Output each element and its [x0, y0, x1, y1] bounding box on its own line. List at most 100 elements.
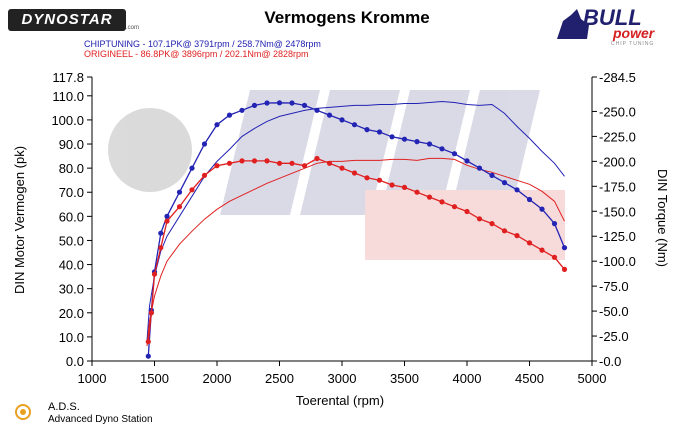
origineel-torque-line	[146, 157, 565, 347]
origineel-power-point	[489, 221, 495, 227]
origineel-power-point	[426, 194, 433, 200]
chiptuning-power-point	[158, 230, 164, 236]
origineel-power-point	[301, 163, 308, 169]
chiptuning-power-point	[326, 112, 333, 118]
origineel-power-point	[526, 240, 533, 246]
x-tick-label: 5000	[578, 371, 607, 386]
origineel-power-point	[189, 187, 195, 193]
x-tick-label: 3500	[390, 371, 419, 386]
left-axis-ticks: 117.8 110.0 100.0 90.0 80.0 70.0 60.0 50.0 40.0 3…	[51, 70, 92, 369]
series-layer	[145, 100, 568, 359]
x-tick-label: 4500	[515, 371, 544, 386]
origineel-power-point	[414, 189, 420, 195]
chiptuning-power-point	[551, 221, 558, 227]
origineel-power-point	[214, 163, 220, 169]
right-tick-label: -200.0	[599, 154, 636, 169]
chiptuning-power-point	[189, 165, 195, 171]
chiptuning-power-point	[526, 196, 533, 203]
origineel-power-point	[151, 271, 158, 277]
chiptuning-power-point	[539, 206, 545, 212]
origineel-power-point	[451, 204, 458, 210]
chiptuning-power-point	[414, 139, 420, 145]
origineel-power-point	[226, 160, 233, 166]
chart-title: Vermogens Kromme	[264, 8, 430, 27]
right-axis-label: DIN Torque (Nm)	[655, 169, 670, 267]
x-tick-label: 3000	[328, 371, 357, 386]
origineel-power-point	[201, 172, 208, 178]
origineel-power-point	[289, 160, 295, 166]
right-tick-label: -284.5	[599, 70, 636, 85]
chiptuning-power-point	[264, 100, 270, 106]
chiptuning-torque-line	[146, 100, 565, 342]
chiptuning-power-point	[226, 112, 233, 118]
origineel-power-point	[276, 160, 283, 166]
origineel-power-point	[514, 233, 520, 239]
chiptuning-power-point	[339, 117, 345, 123]
origineel-power-point	[164, 218, 170, 224]
origineel-power-point	[264, 158, 270, 164]
legend-origineel: ORIGINEEL - 86.8PK@ 3896rpm / 202.1Nm@ 2…	[84, 49, 309, 59]
chiptuning-power-point	[464, 158, 470, 164]
left-tick-label: 20.0	[59, 306, 84, 321]
x-tick-label: 2000	[203, 371, 232, 386]
chiptuning-power-point	[389, 134, 395, 140]
x-axis-ticks: 1000 1500 2000 2500 3000 3500 4000 4500 5000	[78, 361, 607, 386]
origineel-power-point	[145, 339, 151, 345]
left-tick-label: 100.0	[51, 113, 84, 128]
x-tick-label: 2500	[265, 371, 294, 386]
chiptuning-power-point	[301, 102, 308, 108]
origineel-power-point	[339, 165, 345, 171]
left-tick-label: 0.0	[66, 354, 84, 369]
left-tick-label: 110.0	[52, 89, 84, 104]
dynostar-logo: DYNOSTAR	[8, 9, 126, 31]
left-tick-label: 80.0	[59, 161, 84, 176]
origineel-power-point	[158, 245, 164, 251]
origineel-power-point	[176, 204, 183, 210]
right-tick-label: -250.0	[599, 104, 636, 119]
origineel-power-point	[251, 158, 258, 164]
bullpower-logo-sub: CHIP TUNING	[611, 41, 655, 47]
legend-chiptuning: CHIPTUNING - 107.1PK@ 3791rpm / 258.7Nm@…	[84, 39, 321, 49]
origineel-power-point	[501, 228, 508, 234]
origineel-power-point	[401, 184, 408, 190]
origineel-power-point	[239, 158, 245, 164]
chiptuning-power-point	[351, 122, 358, 128]
chiptuning-power-point	[239, 107, 245, 113]
chiptuning-power-point	[314, 107, 320, 113]
bullpower-logo: BULL power CHIP TUNING	[553, 5, 658, 47]
origineel-power-point	[539, 247, 545, 253]
right-tick-label: -25.0	[599, 329, 629, 344]
watermark	[108, 90, 565, 260]
origineel-power-point	[439, 199, 445, 205]
x-tick-label: 4000	[453, 371, 482, 386]
origineel-power-point	[464, 208, 470, 215]
origineel-power-point	[551, 254, 558, 260]
right-axis-ticks: -284.5 -250.0 -225.0 -200.0 -175.0 -150.0 -125…	[592, 70, 636, 369]
chiptuning-power-point	[476, 165, 483, 171]
ads-name: A.D.S.	[48, 401, 80, 413]
origineel-power-point	[476, 216, 483, 222]
chiptuning-power-point	[176, 189, 183, 195]
right-tick-label: -125.0	[599, 229, 636, 244]
chiptuning-power-point	[376, 129, 383, 135]
chiptuning-power-point	[364, 127, 370, 133]
x-axis-label: Toerental (rpm)	[296, 393, 384, 408]
chiptuning-power-point	[426, 141, 433, 147]
chiptuning-power-point	[201, 141, 208, 147]
origineel-power-point	[364, 175, 370, 181]
chiptuning-power-point	[276, 100, 283, 106]
left-tick-label: 40.0	[59, 258, 84, 273]
origineel-power-point	[351, 170, 358, 176]
right-tick-label: -75.0	[599, 279, 629, 294]
left-tick-label: 70.0	[59, 185, 84, 200]
chiptuning-power-point	[164, 213, 170, 219]
chiptuning-power-point	[401, 136, 408, 142]
chiptuning-power-point	[439, 146, 445, 152]
left-tick-label: 117.8	[52, 70, 84, 85]
left-tick-label: 50.0	[59, 233, 84, 248]
right-tick-label: -175.0	[599, 179, 636, 194]
x-tick-label: 1000	[78, 371, 107, 386]
origineel-power-point	[376, 177, 383, 183]
right-tick-label: -150.0	[599, 204, 636, 219]
